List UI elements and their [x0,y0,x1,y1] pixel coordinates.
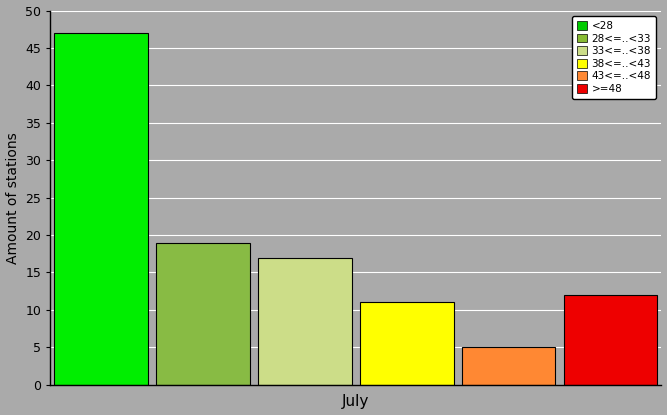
Bar [462,347,556,385]
Bar [564,295,658,385]
Y-axis label: Amount of stations: Amount of stations [5,132,19,264]
Legend: <28, 28<=..<33, 33<=..<38, 38<=..<43, 43<=..<48, >=48: <28, 28<=..<33, 33<=..<38, 38<=..<43, 43… [572,16,656,99]
Bar [54,33,148,385]
Bar [258,257,352,385]
Bar [156,242,250,385]
Bar [360,303,454,385]
